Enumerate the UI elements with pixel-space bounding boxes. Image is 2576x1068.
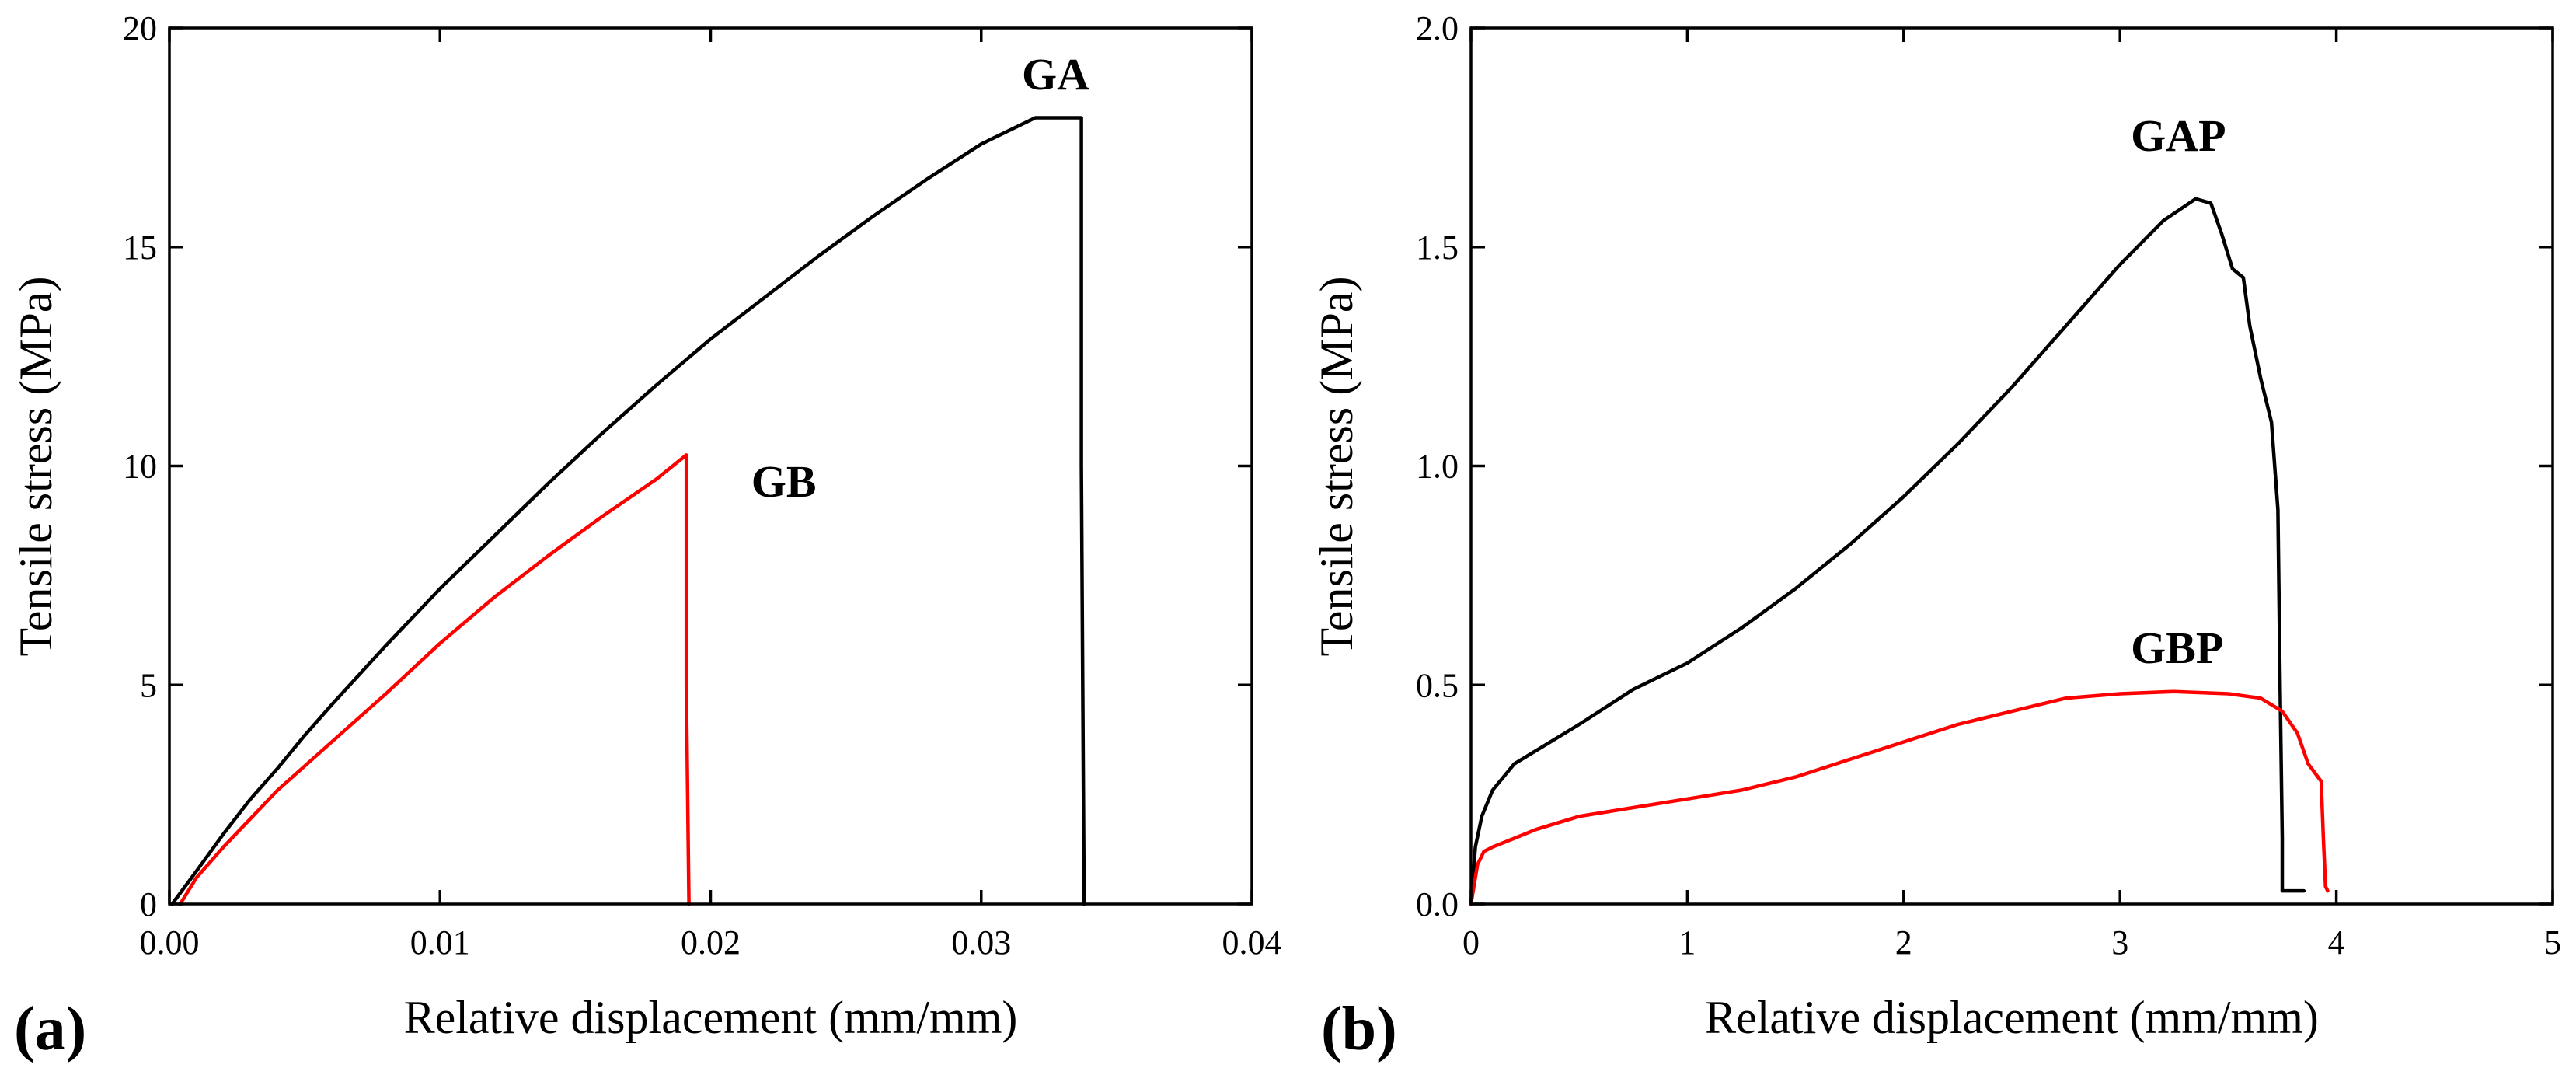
panel-a-x-tick-label-0: 0.00 bbox=[140, 923, 200, 962]
panel-a-x-tick-label-2: 0.02 bbox=[681, 923, 741, 962]
panel-a-x-tick-label-4: 0.04 bbox=[1222, 923, 1282, 962]
panel-b-ticks: 0 1 2 3 4 5 0.0 0.5 1.0 1.5 2.0 bbox=[1416, 9, 2561, 962]
panel-a-y-tick-label-0: 0 bbox=[140, 885, 157, 923]
series-gap-curve bbox=[1469, 197, 2306, 906]
panel-a-label: (a) bbox=[14, 995, 86, 1063]
panel-b-y-tick-label-0: 0.0 bbox=[1416, 885, 1459, 923]
panel-b-x-tick-label-5: 5 bbox=[2544, 923, 2561, 962]
panel-a-ticks: 0.00 0.01 0.02 0.03 0.04 0 5 10 15 20 bbox=[123, 9, 1282, 962]
panel-a-series-labels: GA GB bbox=[751, 49, 1089, 507]
panel-a-y-tick-label-4: 20 bbox=[123, 9, 157, 47]
panel-b-x-tick-label-4: 4 bbox=[2328, 923, 2345, 962]
panel-b-x-axis-label: Relative displacement (mm/mm) bbox=[1705, 992, 2319, 1043]
panel-a-x-axis-label: Relative displacement (mm/mm) bbox=[404, 992, 1018, 1043]
panel-b-x-tick-label-3: 3 bbox=[2111, 923, 2128, 962]
panel-b-series-labels: GAP GBP bbox=[2131, 110, 2226, 673]
panel-b-y-axis-label: Tensile stress (MPa) bbox=[1311, 276, 1362, 656]
panel-b-y-tick-label-1: 0.5 bbox=[1416, 666, 1459, 704]
series-gb-label: GB bbox=[751, 456, 817, 507]
panel-b-y-tick-label-3: 1.5 bbox=[1416, 229, 1459, 267]
series-gbp-curve bbox=[1469, 689, 2330, 906]
panel-b-curves bbox=[1469, 197, 2330, 906]
panel-a-y-tick-label-1: 5 bbox=[140, 666, 157, 704]
panel-b-label: (b) bbox=[1321, 995, 1397, 1063]
panel-a-y-tick-label-2: 10 bbox=[123, 448, 157, 486]
panel-b-x-tick-label-0: 0 bbox=[1462, 923, 1480, 962]
panel-b-x-tick-label-1: 1 bbox=[1678, 923, 1696, 962]
panel-a-x-tick-label-3: 0.03 bbox=[951, 923, 1011, 962]
series-gap-label: GAP bbox=[2131, 110, 2226, 161]
panel-a: 0.00 0.01 0.02 0.03 0.04 0 5 10 15 20 GA GB Relati… bbox=[10, 9, 1282, 1063]
panel-b-y-tick-label-4: 2.0 bbox=[1416, 9, 1459, 47]
panel-a-curves bbox=[170, 116, 1086, 906]
series-gbp-label: GBP bbox=[2131, 623, 2223, 673]
panel-b-x-tick-label-2: 2 bbox=[1895, 923, 1912, 962]
panel-a-x-tick-label-1: 0.01 bbox=[410, 923, 470, 962]
panel-a-y-axis-label: Tensile stress (MPa) bbox=[10, 276, 61, 656]
series-ga-curve bbox=[170, 116, 1086, 906]
panel-b: 0 1 2 3 4 5 0.0 0.5 1.0 1.5 2.0 GAP GBP Relative di… bbox=[1311, 9, 2561, 1063]
panel-a-y-tick-label-3: 15 bbox=[123, 229, 157, 267]
panel-b-y-tick-label-2: 1.0 bbox=[1416, 448, 1459, 486]
series-ga-label: GA bbox=[1022, 49, 1089, 99]
series-gb-curve bbox=[178, 453, 691, 906]
